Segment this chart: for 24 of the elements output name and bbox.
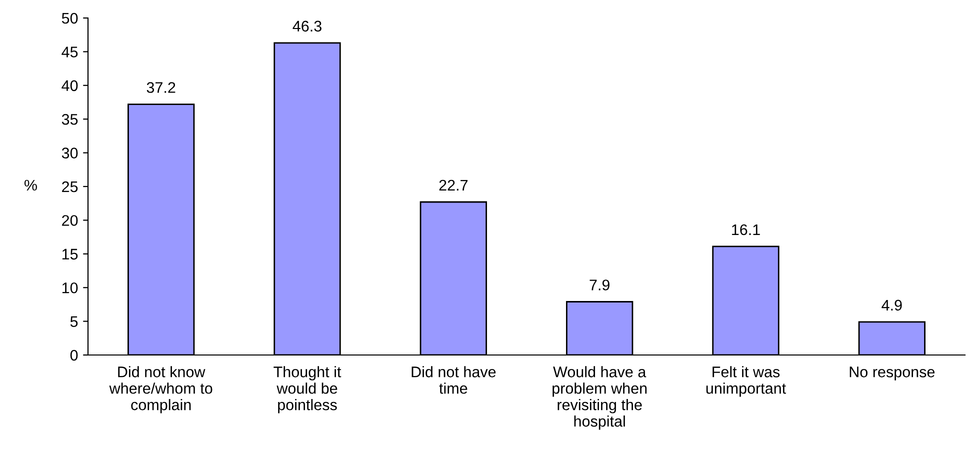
y-tick-label: 30 [62,148,78,158]
y-tick-label: 35 [62,114,78,125]
data-label: 22.7 [439,180,468,190]
y-tick-label: 25 [62,181,78,192]
y-tick-label: 10 [62,282,78,294]
x-tick-label: No response [850,366,935,380]
y-axis-title: % [24,180,37,191]
data-label: 16.1 [732,224,760,236]
data-label: 7.9 [590,280,610,290]
y-tick-label: 40 [62,80,78,92]
y-tick-label: 45 [62,46,78,58]
y-tick-label: 15 [62,248,78,260]
data-label: 46.3 [292,20,322,32]
data-label: 4.9 [882,300,902,311]
x-tick-label: Would have a problem when revisiting the hospital [552,366,647,430]
data-label: 37.2 [146,82,176,93]
y-tick-label: 20 [62,215,78,226]
y-tick-label: 5 [70,316,78,327]
y-tick-label: 0 [70,350,78,361]
x-tick-label: Thought it would be pointless [274,366,342,414]
x-tick-label: Did not have time [412,366,496,394]
y-tick-label: 50 [62,12,78,24]
x-tick-label: Did not know where/whom to complain [109,366,212,414]
x-tick-label: Felt it was unimportant [706,366,786,397]
